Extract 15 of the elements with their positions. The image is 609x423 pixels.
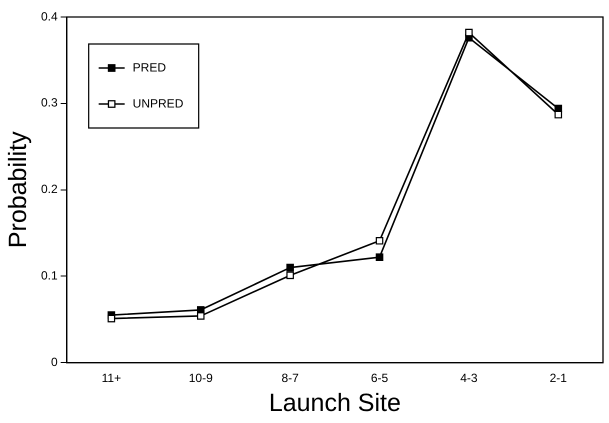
x-axis-title: Launch Site xyxy=(268,388,401,417)
x-tick-label: 4-3 xyxy=(460,371,478,386)
legend-label: UNPRED xyxy=(132,96,184,110)
y-tick-label: 0 xyxy=(50,354,58,369)
x-tick-label: 6-5 xyxy=(370,371,389,386)
y-axis-title: Probability xyxy=(4,130,32,248)
y-tick-label: 0.4 xyxy=(40,9,58,24)
y-tick-label: 0.2 xyxy=(40,182,58,196)
y-tick-label: 0.3 xyxy=(40,96,58,110)
x-tick-label: 11+ xyxy=(102,371,122,386)
x-tick-label: 2-1 xyxy=(550,371,568,386)
x-tick-label: 10-9 xyxy=(188,371,214,386)
x-tick-label: 8-7 xyxy=(281,371,300,386)
legend-label: PRED xyxy=(132,60,166,74)
y-tick-label: 0.1 xyxy=(40,268,58,283)
